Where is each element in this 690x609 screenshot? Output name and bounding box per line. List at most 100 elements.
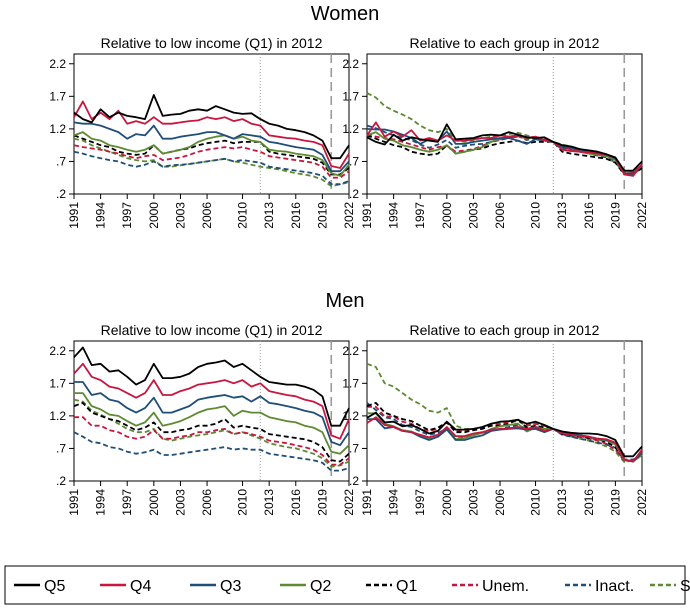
series-line-q1 bbox=[73, 401, 350, 463]
x-tick-label: 2003 bbox=[466, 202, 480, 229]
legend-label-q5: Q5 bbox=[44, 578, 65, 595]
series-line-q2 bbox=[73, 131, 350, 177]
y-tick-label: .2 bbox=[349, 474, 359, 488]
legend-label-q4: Q4 bbox=[130, 578, 151, 595]
x-tick-label: 2006 bbox=[493, 202, 507, 229]
series-line-q1 bbox=[73, 134, 350, 176]
y-tick-label: .7 bbox=[56, 441, 66, 455]
series-line-unem bbox=[73, 144, 350, 179]
x-tick-label: 1994 bbox=[94, 489, 108, 516]
x-tick-label: 1991 bbox=[67, 489, 81, 516]
series-line-unem bbox=[367, 405, 643, 462]
x-tick-label: 1994 bbox=[387, 202, 401, 229]
y-tick-label: 1.7 bbox=[49, 376, 66, 390]
y-tick-label: .7 bbox=[56, 154, 66, 168]
series-line-q3 bbox=[73, 121, 350, 173]
y-tick-label: 1.7 bbox=[342, 376, 359, 390]
y-tick-label: .2 bbox=[56, 187, 66, 201]
x-tick-label: 2022 bbox=[635, 489, 649, 516]
section-title-women: Women bbox=[311, 3, 380, 25]
plot-frame bbox=[366, 53, 643, 195]
x-tick-label: 2016 bbox=[582, 202, 596, 229]
legend-label-q1: Q1 bbox=[396, 578, 417, 595]
x-tick-label: 1994 bbox=[387, 489, 401, 516]
x-tick-label: 2000 bbox=[147, 489, 161, 516]
x-tick-label: 1991 bbox=[67, 202, 81, 229]
x-tick-label: 2016 bbox=[289, 489, 303, 516]
x-tick-label: 2013 bbox=[555, 489, 569, 516]
x-tick-label: 2013 bbox=[555, 202, 569, 229]
x-tick-label: 1997 bbox=[120, 489, 134, 516]
panel-men-relative-q1: Relative to low income (Q1) in 2012 .2 .7 1… bbox=[49, 322, 356, 516]
x-tick-label: 2010 bbox=[236, 202, 250, 229]
panel-title: Relative to each group in 2012 bbox=[410, 322, 600, 338]
series-line-q5 bbox=[73, 346, 350, 427]
x-tick-label: 1991 bbox=[360, 489, 374, 516]
x-tick-label: 2013 bbox=[262, 489, 276, 516]
panel-women-relative-group: Relative to each group in 2012 .2 .7 1.2 1.7… bbox=[342, 35, 649, 229]
section-title-men: Men bbox=[326, 290, 365, 312]
y-tick-label: 1.2 bbox=[342, 409, 359, 423]
series-line-q1 bbox=[366, 134, 643, 176]
series-line-stud bbox=[73, 137, 350, 188]
y-tick-label: .2 bbox=[56, 474, 66, 488]
y-tick-label: 2.2 bbox=[49, 344, 66, 358]
legend-label-inact: Inact. bbox=[595, 578, 634, 595]
series-line-stud bbox=[73, 398, 350, 468]
x-tick-label: 2003 bbox=[466, 489, 480, 516]
series-line-q2 bbox=[74, 392, 350, 455]
series-line-q4 bbox=[73, 362, 350, 440]
legend-label-stud: Stud. bbox=[680, 578, 690, 595]
x-tick-label: 2006 bbox=[493, 489, 507, 516]
series-line-q4 bbox=[366, 416, 643, 463]
x-tick-label: 2000 bbox=[440, 202, 454, 229]
series-line-q4 bbox=[366, 121, 643, 177]
x-tick-label: 1997 bbox=[413, 202, 427, 229]
y-tick-label: 1.2 bbox=[49, 409, 66, 423]
x-tick-label: 2006 bbox=[200, 202, 214, 229]
x-tick-label: 2019 bbox=[315, 489, 329, 516]
x-tick-label: 2022 bbox=[635, 202, 649, 229]
x-tick-label: 1997 bbox=[120, 202, 134, 229]
series-line-q5 bbox=[366, 123, 643, 172]
panel-title: Relative to low income (Q1) in 2012 bbox=[101, 35, 323, 51]
y-tick-label: .7 bbox=[349, 441, 359, 455]
series-line-q3 bbox=[74, 381, 350, 447]
x-tick-label: 2016 bbox=[582, 489, 596, 516]
x-tick-label: 2010 bbox=[236, 489, 250, 516]
y-tick-label: 2.2 bbox=[342, 57, 359, 71]
legend: Q5 Q4 Q3 Q2 Q1 Unem. Inact. Stud. bbox=[4, 565, 690, 605]
y-tick-label: 1.7 bbox=[49, 89, 66, 103]
x-tick-label: 2003 bbox=[173, 202, 187, 229]
y-tick-label: 1.7 bbox=[342, 89, 359, 103]
x-tick-label: 1991 bbox=[360, 202, 374, 229]
x-tick-label: 2019 bbox=[608, 489, 622, 516]
legend-label-q3: Q3 bbox=[220, 578, 241, 595]
y-tick-label: 1.2 bbox=[49, 122, 66, 136]
x-tick-label: 2003 bbox=[173, 489, 187, 516]
y-tick-label: 2.2 bbox=[49, 57, 66, 71]
y-tick-label: 1.2 bbox=[342, 122, 359, 136]
y-tick-label: 2.2 bbox=[342, 344, 359, 358]
y-tick-label: .2 bbox=[349, 187, 359, 201]
series-line-unem bbox=[74, 416, 350, 466]
series-line-q5 bbox=[73, 94, 350, 160]
x-tick-label: 2019 bbox=[315, 202, 329, 229]
legend-label-q2: Q2 bbox=[310, 578, 331, 595]
x-tick-label: 2006 bbox=[200, 489, 214, 516]
series-line-q5 bbox=[366, 411, 643, 458]
panel-title: Relative to low income (Q1) in 2012 bbox=[101, 322, 323, 338]
x-tick-label: 2016 bbox=[289, 202, 303, 229]
x-tick-label: 2000 bbox=[440, 489, 454, 516]
panel-title: Relative to each group in 2012 bbox=[410, 35, 600, 51]
legend-label-unem: Unem. bbox=[482, 578, 529, 595]
x-tick-label: 2019 bbox=[608, 202, 622, 229]
x-tick-label: 2022 bbox=[342, 489, 356, 516]
panel-men-relative-group: Relative to each group in 2012 .2 .7 1.2 1.7… bbox=[342, 322, 649, 516]
x-tick-label: 1994 bbox=[94, 202, 108, 229]
series-line-inact bbox=[73, 150, 350, 186]
x-tick-label: 2010 bbox=[529, 202, 543, 229]
plot-frame bbox=[73, 53, 350, 195]
series-line-inact bbox=[73, 431, 350, 472]
